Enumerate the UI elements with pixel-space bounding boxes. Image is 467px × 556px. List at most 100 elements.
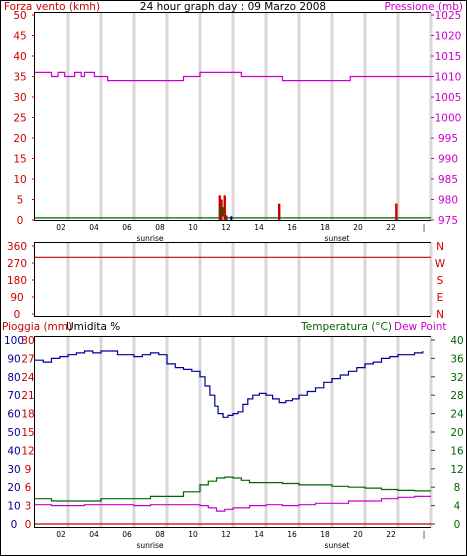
wind-speed-bar	[223, 195, 226, 220]
wind-left-axis-ticks: 0 5 10 15 20 25 30 35 40 45 50	[13, 10, 35, 227]
x-tick-label: 12	[221, 530, 231, 539]
humidity-tick-label: 100	[4, 335, 24, 347]
humidity-tick-label: 70	[7, 390, 20, 402]
humidity-tick-label: 80	[7, 372, 20, 384]
compass-label: E	[437, 292, 444, 304]
temperature-tick-label: 8	[454, 482, 461, 494]
wind-pressure-gridlines	[66, 13, 433, 220]
x-tick-label: 22	[386, 530, 396, 539]
compass-label: W	[435, 258, 446, 270]
rain-tick-label: 12	[21, 445, 34, 457]
pressure-tick-label: 1000	[435, 113, 462, 125]
pressure-tick-label: 1005	[435, 92, 462, 104]
chart-title: 24 hour graph day : 09 Marzo 2008	[140, 1, 326, 13]
pressure-tick-label: 990	[438, 154, 458, 166]
x-tick-label: 04	[89, 530, 99, 539]
humidity-line	[35, 350, 424, 418]
x-tick-label: |	[423, 223, 426, 232]
x-tick-label: 08	[155, 223, 165, 232]
rain-humidity-series	[35, 350, 431, 525]
x-tick-label: 02	[56, 530, 66, 539]
sunrise-marker-bottom: sunrise	[136, 541, 163, 550]
wind-tick-label: 15	[13, 154, 26, 166]
humidity-tick-label: 10	[7, 501, 20, 513]
rain-axis-label: Pioggia (mm)	[2, 321, 72, 333]
wind-tick-label: 30	[13, 92, 26, 104]
rain-humidity-x-ticks: 02 04 06 08 10 12 14 16 18 20 22 |	[56, 530, 425, 539]
x-tick-label: 16	[287, 223, 297, 232]
wind-axis-label: Forza vento (kmh)	[4, 1, 100, 13]
humidity-tick-label: 90	[7, 353, 20, 365]
temperature-tick-label: 24	[450, 409, 464, 421]
x-tick-label: 10	[188, 223, 198, 232]
pressure-tick-label: 1010	[435, 72, 462, 84]
pressure-line	[35, 71, 431, 82]
temperature-tick-label: 40	[450, 335, 463, 347]
rain-tick-label: 0	[25, 519, 32, 531]
pressure-tick-label: 1015	[435, 51, 462, 63]
pressure-tick-label: 995	[438, 133, 458, 145]
rain-tick-label: 3	[25, 501, 32, 513]
wind-tick-label: 0	[17, 215, 24, 227]
rain-tick-label: 30	[21, 335, 34, 347]
sunrise-marker: sunrise	[136, 234, 163, 243]
wind-direction-gridlines	[66, 243, 433, 316]
temperature-line	[35, 476, 431, 502]
temperature-tick-label: 16	[450, 445, 464, 457]
direction-degree-label: 180	[7, 275, 27, 287]
humidity-tick-label: 30	[7, 464, 20, 476]
compass-label: N	[436, 309, 444, 321]
x-tick-label: 14	[254, 223, 264, 232]
wind-speed-bar	[220, 199, 223, 220]
pressure-right-axis-ticks: 975 980 985 990 995 1000 1005 1010 1015 1020 1025	[431, 10, 461, 227]
x-tick-label: 06	[122, 530, 132, 539]
wind-speed-bar	[395, 203, 398, 220]
rain-tick-label: 6	[25, 482, 32, 494]
x-tick-label: 04	[89, 223, 99, 232]
wind-speed-bar	[278, 203, 281, 220]
temperature-axis-label: Temperatura (°C)	[300, 321, 392, 333]
wind-tick-label: 50	[13, 10, 26, 22]
rain-tick-label: 18	[21, 409, 34, 421]
pressure-tick-label: 975	[438, 215, 458, 227]
sunset-marker-bottom: sunset	[325, 541, 350, 550]
pressure-tick-label: 1025	[435, 10, 462, 22]
direction-degree-label: 270	[7, 258, 27, 270]
temperature-right-ticks: 0 4 8 12 16 20 24 28 32 36 40	[431, 335, 464, 531]
humidity-axis-label: Umidita %	[66, 321, 120, 333]
wind-tick-label: 5	[17, 195, 24, 207]
rain-tick-label: 9	[25, 464, 32, 476]
x-tick-label: 22	[386, 223, 396, 232]
pressure-tick-label: 1020	[435, 31, 462, 43]
direction-degree-label: 0	[14, 309, 21, 321]
rain-humidity-gridlines	[66, 337, 433, 527]
x-tick-label: 12	[221, 223, 231, 232]
humidity-tick-label: 50	[7, 427, 20, 439]
x-tick-label: |	[423, 530, 426, 539]
x-tick-label: 02	[56, 223, 66, 232]
rain-tick-label: 24	[21, 372, 35, 384]
x-tick-label: 08	[155, 530, 165, 539]
direction-degree-ticks: 0 90 180 270 360	[7, 241, 35, 321]
x-tick-label: 16	[287, 530, 297, 539]
temperature-tick-label: 32	[450, 372, 463, 384]
direction-degree-label: 360	[7, 241, 27, 253]
wind-tick-label: 45	[13, 31, 26, 43]
rain-tick-label: 21	[21, 390, 34, 402]
rain-tick-label: 27	[21, 353, 34, 365]
x-tick-label: 10	[188, 530, 198, 539]
x-tick-label: 06	[122, 223, 132, 232]
pressure-axis-label: Pressione (mb)	[384, 1, 463, 13]
wind-tick-label: 20	[13, 133, 26, 145]
temperature-tick-label: 36	[450, 353, 464, 365]
compass-label: S	[437, 275, 444, 287]
x-tick-label: 20	[353, 530, 363, 539]
humidity-tick-label: 20	[7, 482, 20, 494]
dewpoint-axis-label: Dew Point	[394, 321, 447, 333]
wind-tick-label: 25	[13, 113, 26, 125]
